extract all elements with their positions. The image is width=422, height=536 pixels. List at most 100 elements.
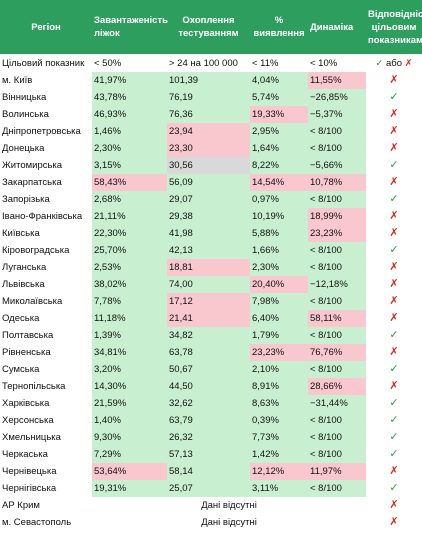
dynamics-cell: 11,97% xyxy=(308,463,366,480)
target-coverage: > 24 на 100 000 xyxy=(167,54,250,72)
cross-icon: ✗ xyxy=(366,106,422,123)
check-icon: ✓ xyxy=(366,191,422,208)
load-cell: 2,68% xyxy=(92,191,167,208)
check-icon: ✓ xyxy=(366,429,422,446)
table-row-nodata: м. Севастополь Дані відсутні ✗ xyxy=(0,514,422,531)
load-cell: 2,53% xyxy=(92,259,167,276)
load-cell: 1,39% xyxy=(92,327,167,344)
dynamics-cell: 28,66% xyxy=(308,378,366,395)
dynamics-cell: 76,76% xyxy=(308,344,366,361)
detection-cell: 1,42% xyxy=(250,446,308,463)
table-row: Полтавська 1,39% 34,82 1,79% < 8/100 ✓ xyxy=(0,327,422,344)
region-name: Донецька xyxy=(0,140,92,157)
dynamics-cell: 23,23% xyxy=(308,225,366,242)
load-cell: 19,31% xyxy=(92,480,167,497)
region-name: Житомирська xyxy=(0,157,92,174)
region-name: Івано-Франківська xyxy=(0,208,92,225)
dynamics-cell: < 8/100 xyxy=(308,191,366,208)
coverage-cell: 74,00 xyxy=(167,276,250,293)
table-row: Чернівецька 53,64% 58,14 12,12% 11,97% ✗ xyxy=(0,463,422,480)
detection-cell: 8,63% xyxy=(250,395,308,412)
dynamics-cell: 58,11% xyxy=(308,310,366,327)
dynamics-cell: < 8/100 xyxy=(308,429,366,446)
region-name: Харківська xyxy=(0,395,92,412)
cross-icon: ✗ xyxy=(366,344,422,361)
region-name: Рівненська xyxy=(0,344,92,361)
table-row: Одеська 11,18% 21,41 6,40% 58,11% ✗ xyxy=(0,310,422,327)
coverage-cell: 58,14 xyxy=(167,463,250,480)
detection-cell: 4,04% xyxy=(250,72,308,89)
dynamics-cell: < 8/100 xyxy=(308,242,366,259)
load-cell: 3,20% xyxy=(92,361,167,378)
load-cell: 11,18% xyxy=(92,310,167,327)
target-detection: < 11% xyxy=(250,54,308,72)
dynamics-cell: −5,66% xyxy=(308,157,366,174)
region-name: Черкаська xyxy=(0,446,92,463)
table-row: Харківська 21,59% 32,62 8,63% −31,44% ✓ xyxy=(0,395,422,412)
detection-cell: 5,88% xyxy=(250,225,308,242)
check-icon: ✓ xyxy=(366,480,422,497)
coverage-cell: 21,41 xyxy=(167,310,250,327)
check-icon: ✓ xyxy=(366,361,422,378)
cross-icon: ✗ xyxy=(366,378,422,395)
detection-cell: 2,10% xyxy=(250,361,308,378)
detection-cell: 7,73% xyxy=(250,429,308,446)
region-name: Чернігівська xyxy=(0,480,92,497)
dynamics-cell: 10,78% xyxy=(308,174,366,191)
coverage-cell: 30,56 xyxy=(167,157,250,174)
check-icon: ✓ xyxy=(366,242,422,259)
cross-icon: ✗ xyxy=(366,463,422,480)
coverage-cell: 29,38 xyxy=(167,208,250,225)
table-row: Сумська 3,20% 50,67 2,10% < 8/100 ✓ xyxy=(0,361,422,378)
dynamics-cell: < 8/100 xyxy=(308,327,366,344)
table-row: Житомирська 3,15% 30,56 8,22% −5,66% ✓ xyxy=(0,157,422,174)
dynamics-cell: < 8/100 xyxy=(308,259,366,276)
region-name: Львівська xyxy=(0,276,92,293)
detection-cell: 1,79% xyxy=(250,327,308,344)
detection-cell: 1,66% xyxy=(250,242,308,259)
dynamics-cell: 11,55% xyxy=(308,72,366,89)
cross-icon: ✗ xyxy=(404,57,413,69)
dynamics-cell: −26,85% xyxy=(308,89,366,106)
table-row: Луганська 2,53% 18,81 2,30% < 8/100 ✗ xyxy=(0,259,422,276)
cross-icon: ✗ xyxy=(366,208,422,225)
table-row: Волинська 46,93% 76,36 19,33% −5,37% ✗ xyxy=(0,106,422,123)
table-row: Дніпропетровська 1,46% 23,94 2,95% < 8/100 ✗ xyxy=(0,123,422,140)
target-compliance: ✓ або ✗ xyxy=(366,54,422,72)
dynamics-cell: < 8/100 xyxy=(308,446,366,463)
detection-cell: 2,30% xyxy=(250,259,308,276)
dynamics-cell: < 8/100 xyxy=(308,140,366,157)
detection-cell: 2,95% xyxy=(250,123,308,140)
cross-icon: ✗ xyxy=(366,123,422,140)
detection-cell: 12,12% xyxy=(250,463,308,480)
load-cell: 2,30% xyxy=(92,140,167,157)
dynamics-cell: < 8/100 xyxy=(308,480,366,497)
coverage-cell: 76,36 xyxy=(167,106,250,123)
check-icon: ✓ xyxy=(366,412,422,429)
coverage-cell: 44,50 xyxy=(167,378,250,395)
coverage-cell: 56,09 xyxy=(167,174,250,191)
region-name: Одеська xyxy=(0,310,92,327)
coverage-cell: 32,62 xyxy=(167,395,250,412)
coverage-cell: 41,98 xyxy=(167,225,250,242)
check-icon: ✓ xyxy=(366,327,422,344)
dynamics-cell: < 8/100 xyxy=(308,123,366,140)
load-cell: 58,43% xyxy=(92,174,167,191)
cross-icon: ✗ xyxy=(366,259,422,276)
load-cell: 1,46% xyxy=(92,123,167,140)
table-row: Тернопільська 14,30% 44,50 8,91% 28,66% ✗ xyxy=(0,378,422,395)
load-cell: 41,97% xyxy=(92,72,167,89)
detection-cell: 0,39% xyxy=(250,412,308,429)
load-cell: 25,70% xyxy=(92,242,167,259)
region-name: Тернопільська xyxy=(0,378,92,395)
table-row: Запорізька 2,68% 29,07 0,97% < 8/100 ✓ xyxy=(0,191,422,208)
coverage-cell: 63,79 xyxy=(167,412,250,429)
coverage-cell: 50,67 xyxy=(167,361,250,378)
load-cell: 14,30% xyxy=(92,378,167,395)
load-cell: 43,78% xyxy=(92,89,167,106)
check-icon: ✓ xyxy=(366,89,422,106)
detection-cell: 6,40% xyxy=(250,310,308,327)
coverage-cell: 23,30 xyxy=(167,140,250,157)
table-row: Івано-Франківська 21,11% 29,38 10,19% 18,99%… xyxy=(0,208,422,225)
